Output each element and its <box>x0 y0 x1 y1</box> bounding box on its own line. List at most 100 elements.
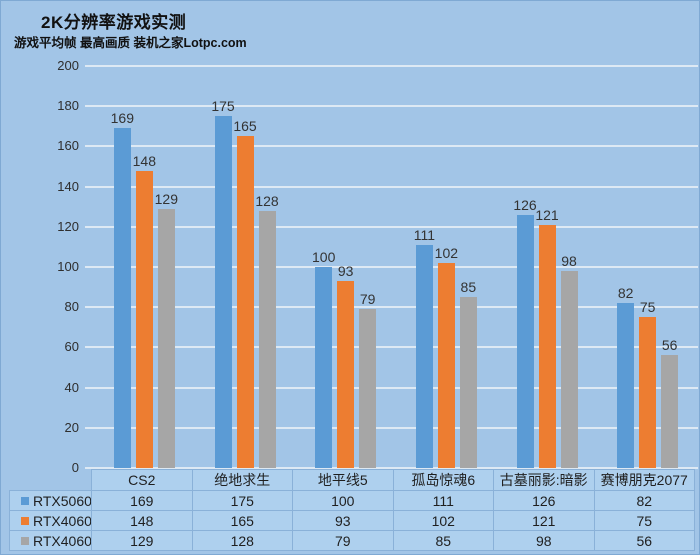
y-axis-tick-label: 120 <box>57 218 79 234</box>
table-blank-cell <box>10 470 92 491</box>
y-axis-tick-mark <box>85 266 94 268</box>
table-value-cell: 148 <box>91 510 193 531</box>
y-axis-tick-label: 20 <box>64 419 79 435</box>
bar-value-label: 121 <box>535 206 559 223</box>
legend-cell-rtx4060: RTX4060 <box>9 530 92 551</box>
y-axis-tick-label: 140 <box>57 178 79 194</box>
bar-group-3: 111 102 85 <box>396 66 497 468</box>
bar-value-label: 128 <box>255 192 279 209</box>
gridline <box>94 266 698 268</box>
table-value-cell: 121 <box>493 510 595 531</box>
table-header-cell-4: 古墓丽影:暗影 <box>493 469 595 491</box>
y-axis-tick-mark <box>85 346 94 349</box>
bar-value-label: 100 <box>311 249 336 265</box>
gridline <box>94 105 698 108</box>
bar-rtx4060ti-cat3: 102 <box>435 245 458 468</box>
bar-group-2: 100 93 79 <box>295 66 396 468</box>
y-axis-tick-mark <box>85 185 94 188</box>
bar-rtx5060-cat5: 82 <box>617 285 635 468</box>
bar-value-label: 98 <box>561 253 577 270</box>
bar-value-label: 102 <box>434 244 459 261</box>
bar-rtx4060ti-cat4: 121 <box>535 207 559 468</box>
bar-value-label: 165 <box>233 118 257 135</box>
bar-value-label: 82 <box>617 285 634 302</box>
legend-cell-rtx4060ti: RTX4060Ti <box>9 510 92 531</box>
bar-rtx4060-cat1: 128 <box>255 193 279 468</box>
table-value-cell: 93 <box>292 510 394 531</box>
bar-value-label: 75 <box>639 299 656 316</box>
table-value-cell: 169 <box>91 490 193 511</box>
bar-rtx5060-cat0: 169 <box>111 110 134 468</box>
y-axis-tick-mark <box>85 306 94 309</box>
table-row-rtx4060: RTX4060 129 128 79 85 98 56 <box>9 530 695 551</box>
y-axis-tick-mark <box>85 225 94 228</box>
legend-swatch-icon <box>21 516 29 525</box>
legend-swatch-icon <box>21 536 29 545</box>
y-axis-tick-label: 160 <box>57 138 79 154</box>
data-table: CS2 绝地求生 地平线5 孤岛惊魂6 古墓丽影:暗影 赛博朋克2077 RTX5060 16… <box>9 469 695 551</box>
table-header-row: CS2 绝地求生 地平线5 孤岛惊魂6 古墓丽影:暗影 赛博朋克2077 <box>10 469 695 491</box>
plot-area: 169 148 129 175 165 128 100 93 79 111 102 85 126 121 9… <box>94 66 698 468</box>
table-row-rtx4060ti: RTX4060Ti1481659310212175 <box>9 510 695 531</box>
gridline <box>94 225 698 228</box>
bar-rtx4060-cat4: 98 <box>560 253 578 468</box>
y-axis-tick-mark <box>85 426 94 429</box>
gridline <box>94 145 698 148</box>
bar-value-label: 148 <box>132 152 157 169</box>
table-value-cell: 82 <box>593 490 695 511</box>
gridline <box>94 467 698 469</box>
table-value-cell: 128 <box>191 530 293 551</box>
table-value-cell: 56 <box>593 530 695 551</box>
table-value-cell: 100 <box>292 490 394 511</box>
table-header-cell-1: 绝地求生 <box>191 469 293 491</box>
bar-value-label: 56 <box>661 337 678 354</box>
bar-rtx4060ti-cat1: 165 <box>233 118 257 468</box>
y-axis-tick-label: 180 <box>57 98 79 114</box>
table-value-cell: 111 <box>392 490 494 511</box>
gridline <box>94 426 698 429</box>
bar-value-label: 175 <box>211 98 235 115</box>
y-axis-tick-mark <box>85 65 94 67</box>
gridline <box>94 65 698 67</box>
gridline <box>94 386 698 389</box>
table-header-cell-3: 孤岛惊魂6 <box>392 469 494 491</box>
y-axis-tick-label: 80 <box>64 299 79 315</box>
table-value-cell: 165 <box>191 510 293 531</box>
y-axis-tick-label: 200 <box>57 58 79 73</box>
gridline <box>94 306 698 309</box>
bar-rtx4060ti-cat5: 75 <box>639 299 657 468</box>
table-header-cell-2: 地平线5 <box>292 469 394 491</box>
table-header-cell-0: CS2 <box>91 469 193 491</box>
y-axis-tick-mark <box>85 467 94 469</box>
chart-subtitle: 游戏平均帧 最高画质 装机之家Lotpc.com <box>14 36 247 50</box>
bar-rtx4060-cat0: 129 <box>155 191 178 468</box>
y-axis-tick-label: 40 <box>64 379 79 395</box>
bar-rtx4060ti-cat0: 148 <box>133 153 156 468</box>
table-value-cell: 98 <box>493 530 595 551</box>
y-axis-tick-mark <box>85 105 94 108</box>
bar-rtx4060-cat2: 79 <box>359 291 377 468</box>
table-value-cell: 126 <box>493 490 595 511</box>
bar-rtx4060ti-cat2: 93 <box>337 263 355 468</box>
gridline <box>94 185 698 188</box>
bar-group-5: 82 75 56 <box>597 66 698 468</box>
bar-rtx5060-cat1: 175 <box>211 98 235 468</box>
y-axis-tick-label: 60 <box>64 339 79 355</box>
table-value-cell: 79 <box>292 530 394 551</box>
bar-value-label: 85 <box>460 279 477 296</box>
bar-rtx5060-cat2: 100 <box>312 249 335 468</box>
bar-rtx5060-cat3: 111 <box>414 227 435 468</box>
y-axis-tick-mark <box>85 386 94 389</box>
legend-swatch-icon <box>21 496 29 505</box>
chart-title: 2K分辨率游戏实测 <box>41 13 187 32</box>
table-value-cell: 75 <box>593 510 695 531</box>
bar-value-label: 111 <box>413 226 435 243</box>
table-value-cell: 129 <box>91 530 193 551</box>
table-value-cell: 85 <box>392 530 494 551</box>
gridline <box>94 346 698 349</box>
bar-value-label: 93 <box>337 263 354 280</box>
bar-rtx4060-cat5: 56 <box>661 337 679 468</box>
bar-group-0: 169 148 129 <box>94 66 195 468</box>
